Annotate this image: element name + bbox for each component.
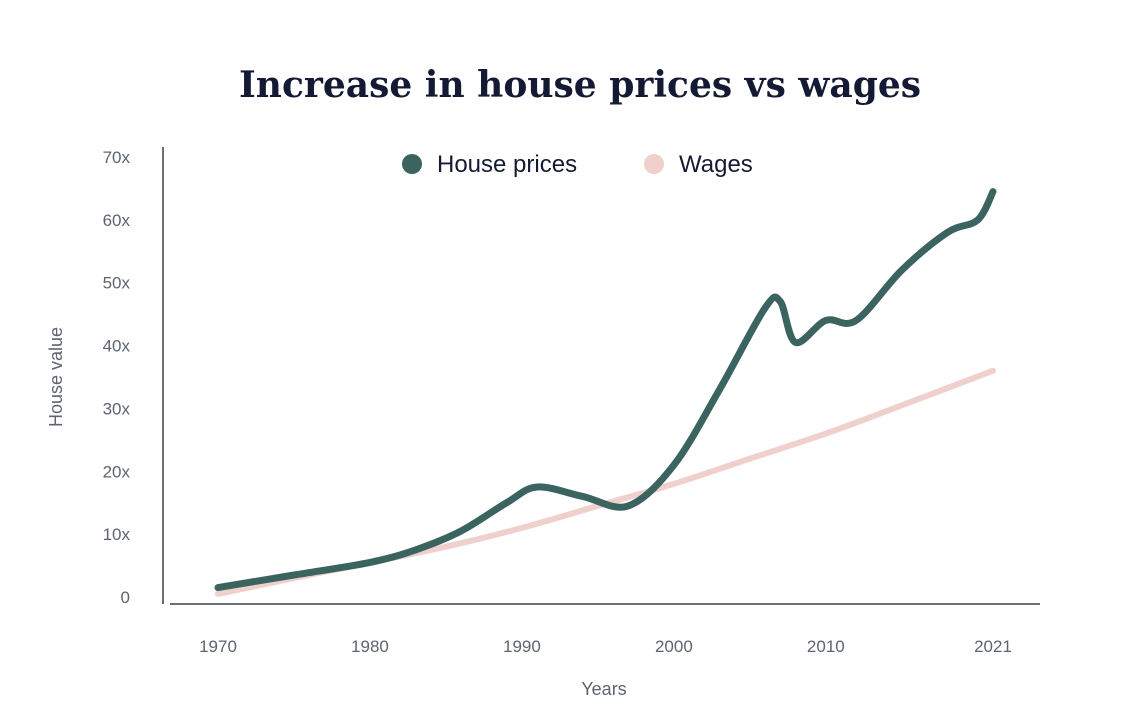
y-tick-label: 10x [103,525,131,544]
series-layer [214,188,997,597]
y-tick-label: 30x [103,399,131,418]
legend-label-house-prices: House prices [437,151,577,178]
y-tick-label: 40x [103,337,131,356]
legend-marker-wages [644,154,664,174]
legend-marker-house-prices [402,154,422,174]
series-line-house-prices [214,188,997,592]
x-tick-label: 1980 [351,637,389,656]
y-tick-label: 0 [121,588,130,607]
x-tick-label: 2000 [655,637,693,656]
y-tick-label: 70x [103,148,131,167]
y-tick-label: 50x [103,274,131,293]
y-tick-label: 60x [103,211,131,230]
x-tick-label: 2021 [974,637,1012,656]
legend-label-wages: Wages [679,151,753,178]
x-tick-label: 2010 [807,637,845,656]
chart-title: Increase in house prices vs wages [239,64,921,106]
y-tick-label: 20x [103,462,131,481]
x-tick-label: 1970 [199,637,237,656]
y-tick-labels: 0 10x 20x 30x 40x 50x 60x 70x [103,148,131,607]
legend: House prices Wages [402,151,753,178]
x-tick-label: 1990 [503,637,541,656]
x-tick-labels: 1970 1980 1990 2000 2010 2021 [199,637,1012,656]
series-line-wages [215,367,996,597]
y-axis-label: House value [46,327,66,427]
x-axis-label: Years [581,679,626,699]
